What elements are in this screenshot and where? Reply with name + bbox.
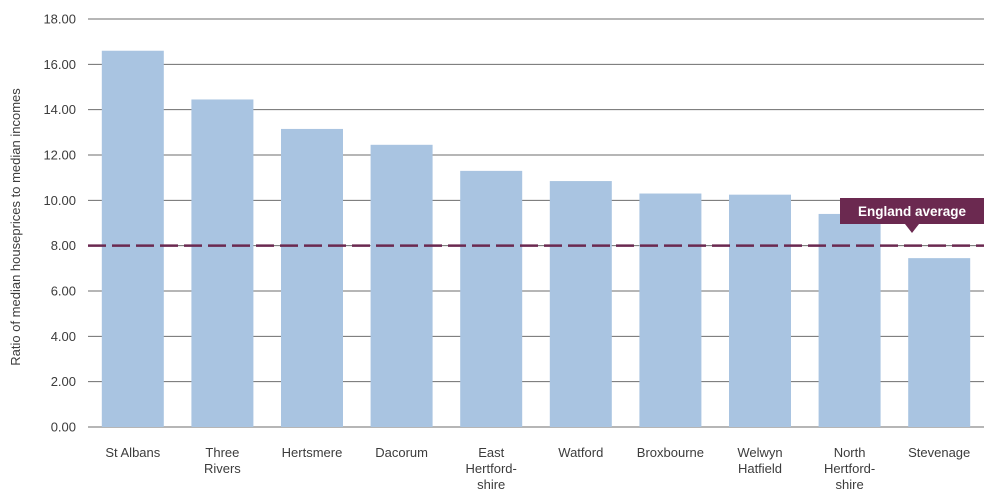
bars — [101, 50, 971, 428]
x-tick-label-line: North — [834, 445, 866, 460]
y-tick-label: 8.00 — [51, 238, 76, 253]
x-tick-label: Watford — [558, 445, 603, 460]
x-tick-label: Broxbourne — [637, 445, 704, 460]
reference-label-pointer — [905, 224, 919, 233]
y-axis-ticks: 0.00 2.00 4.00 6.00 8.00 10.00 12.00 14.00 16.00… — [43, 12, 76, 435]
x-tick-label-line: shire — [477, 477, 505, 492]
x-tick-label: St Albans — [105, 445, 160, 460]
x-tick-label-line: Hertford- — [824, 461, 875, 476]
y-tick-label: 2.00 — [51, 374, 76, 389]
y-tick-label: 0.00 — [51, 420, 76, 435]
x-tick-label-line: Three — [205, 445, 239, 460]
reference-line-group: England average — [88, 198, 984, 247]
y-tick-label: 18.00 — [43, 12, 76, 27]
bar — [460, 170, 523, 427]
bar — [639, 193, 702, 427]
reference-label: England average — [858, 204, 967, 219]
y-tick-label: 10.00 — [43, 193, 76, 208]
x-tick-label-line: Broxbourne — [637, 445, 704, 460]
bar — [101, 50, 164, 427]
y-tick-label: 16.00 — [43, 57, 76, 72]
x-tick-label: Dacorum — [375, 445, 428, 460]
x-tick-label: Welwyn Hatfield — [737, 445, 782, 476]
x-tick-label-line: St Albans — [105, 445, 160, 460]
x-tick-label-line: East — [478, 445, 504, 460]
bar — [191, 99, 254, 427]
y-tick-label: 4.00 — [51, 329, 76, 344]
x-tick-label-line: Hertsmere — [282, 445, 343, 460]
x-tick-label-line: Welwyn — [737, 445, 782, 460]
bar — [729, 194, 791, 427]
x-tick-label-line: Dacorum — [375, 445, 428, 460]
y-tick-label: 12.00 — [43, 148, 76, 163]
x-tick-label-line: Hertford- — [466, 461, 517, 476]
x-tick-label-line: Watford — [558, 445, 603, 460]
x-tick-label-line: Stevenage — [908, 445, 970, 460]
x-axis-labels: St Albans Three Rivers Hertsmere Dacorum East… — [105, 445, 970, 492]
x-tick-label: Stevenage — [908, 445, 970, 460]
reference-label-box — [840, 198, 984, 224]
y-tick-label: 6.00 — [51, 284, 76, 299]
x-tick-label-line: Hatfield — [738, 461, 782, 476]
y-tick-label: 14.00 — [43, 102, 76, 117]
y-axis-label: Ratio of median houseprices to median in… — [8, 88, 23, 366]
x-tick-label: Three Rivers — [204, 445, 241, 476]
x-tick-label-line: Rivers — [204, 461, 241, 476]
bar — [281, 128, 343, 427]
bar — [370, 144, 433, 428]
x-tick-label: North Hertford-shire — [824, 445, 875, 492]
x-tick-label: Hertsmere — [282, 445, 343, 460]
bar — [549, 181, 612, 427]
bar — [818, 213, 881, 427]
x-tick-label: East Hertford-shire — [466, 445, 517, 492]
x-tick-label-line: shire — [836, 477, 864, 492]
bar — [908, 258, 971, 427]
